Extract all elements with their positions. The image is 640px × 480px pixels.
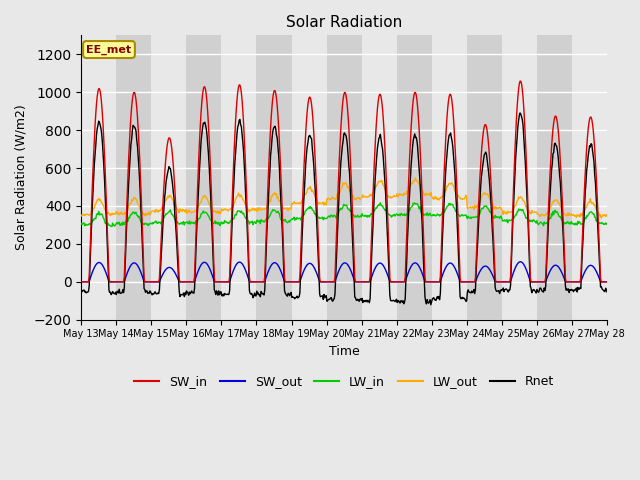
LW_out: [424, 191, 432, 197]
LW_in: [141, 221, 149, 227]
Bar: [186, 36, 221, 320]
Y-axis label: Solar Radiation (W/m2): Solar Radiation (W/m2): [15, 105, 28, 251]
Rnet: [77, 286, 85, 292]
LW_in: [223, 219, 230, 225]
LW_out: [87, 211, 95, 217]
SW_out: [87, 274, 95, 280]
Rnet: [87, 245, 95, 251]
SW_in: [423, 279, 431, 285]
Bar: [292, 36, 326, 320]
LW_in: [77, 220, 85, 226]
Rnet: [222, 291, 230, 297]
Line: Rnet: Rnet: [81, 113, 607, 305]
LW_out: [77, 213, 85, 219]
LW_in: [425, 213, 433, 218]
Bar: [81, 36, 116, 320]
SW_in: [77, 279, 85, 285]
SW_in: [141, 279, 148, 285]
Legend: SW_in, SW_out, LW_in, LW_out, Rnet: SW_in, SW_out, LW_in, LW_out, Rnet: [129, 370, 559, 393]
LW_in: [195, 216, 203, 222]
SW_in: [195, 169, 202, 175]
LW_out: [597, 215, 605, 221]
Title: Solar Radiation: Solar Radiation: [286, 15, 403, 30]
LW_in: [376, 200, 384, 206]
Rnet: [423, 297, 431, 302]
SW_out: [423, 279, 431, 285]
SW_in: [408, 114, 415, 120]
SW_out: [195, 268, 202, 274]
LW_in: [87, 221, 95, 227]
LW_out: [604, 212, 611, 217]
Rnet: [427, 302, 435, 308]
Rnet: [408, 154, 415, 160]
Bar: [467, 36, 502, 320]
SW_out: [77, 279, 85, 285]
SW_out: [141, 279, 148, 285]
SW_in: [516, 78, 524, 84]
Bar: [151, 36, 186, 320]
LW_out: [141, 213, 148, 218]
SW_out: [604, 279, 611, 285]
Bar: [537, 36, 572, 320]
LW_in: [410, 200, 417, 206]
LW_in: [108, 224, 116, 229]
SW_out: [516, 259, 524, 264]
Bar: [397, 36, 432, 320]
LW_out: [412, 175, 419, 181]
Bar: [432, 36, 467, 320]
LW_out: [195, 203, 202, 209]
LW_out: [408, 180, 415, 186]
Rnet: [141, 287, 148, 292]
Bar: [116, 36, 151, 320]
Rnet: [195, 193, 202, 199]
Bar: [221, 36, 257, 320]
Text: EE_met: EE_met: [86, 44, 132, 55]
Bar: [502, 36, 537, 320]
SW_in: [222, 279, 230, 285]
Bar: [257, 36, 292, 320]
SW_out: [222, 279, 230, 285]
Bar: [572, 36, 607, 320]
LW_in: [604, 222, 611, 228]
LW_out: [222, 206, 230, 212]
Rnet: [516, 110, 524, 116]
Line: LW_in: LW_in: [81, 203, 607, 227]
Bar: [362, 36, 397, 320]
Line: LW_out: LW_out: [81, 178, 607, 218]
Bar: [326, 36, 362, 320]
SW_in: [604, 279, 611, 285]
Rnet: [604, 289, 611, 295]
Line: SW_in: SW_in: [81, 81, 607, 282]
SW_in: [87, 230, 95, 236]
SW_out: [408, 263, 415, 268]
X-axis label: Time: Time: [329, 345, 360, 358]
Line: SW_out: SW_out: [81, 262, 607, 282]
